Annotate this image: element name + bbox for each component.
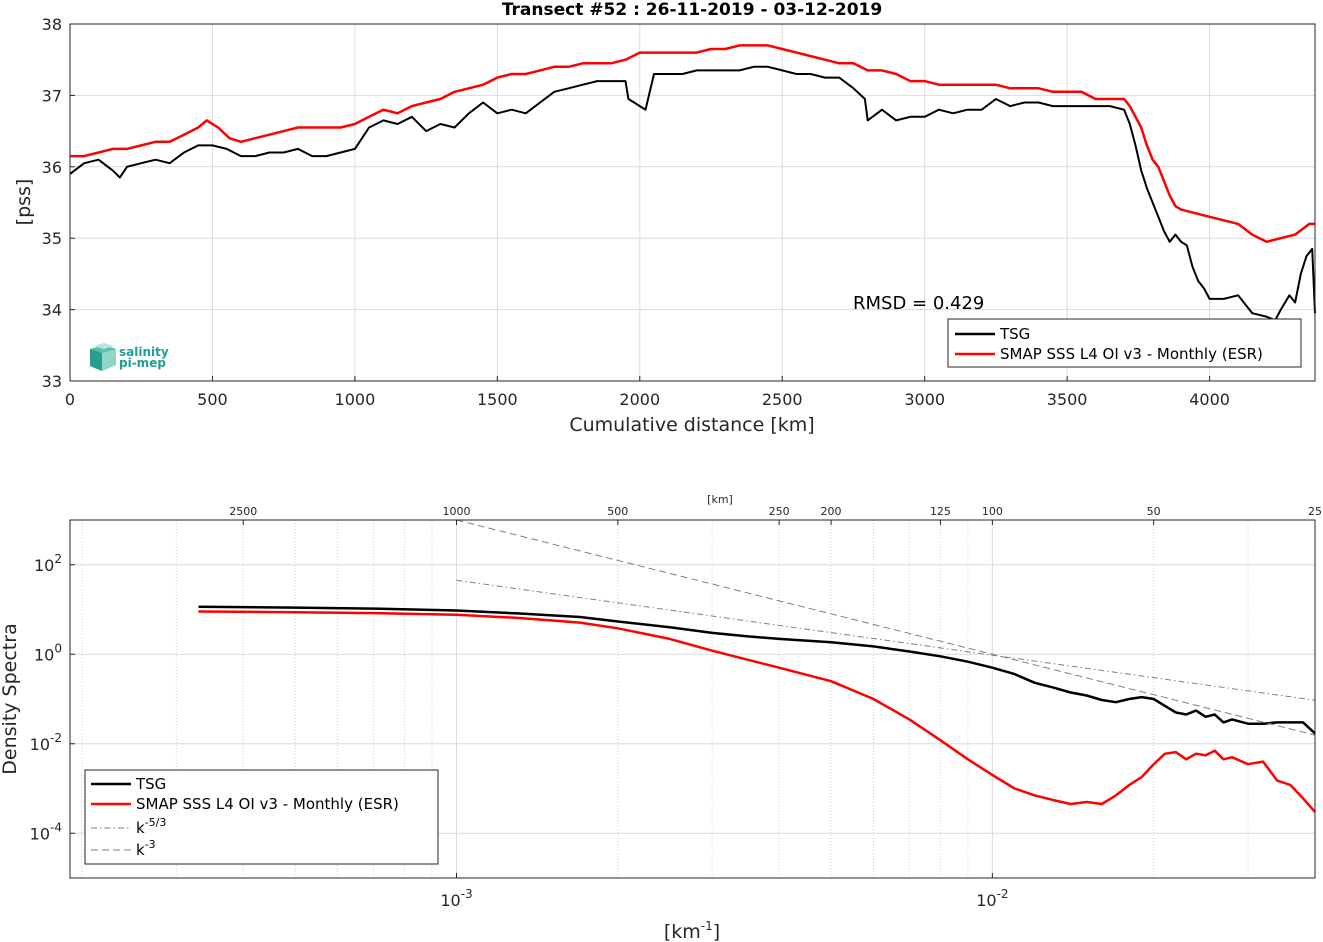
bottom-y-tick-label: 10-2	[30, 731, 62, 754]
top-chart-title: Transect #52 : 26-11-2019 - 03-12-2019	[502, 0, 882, 20]
top-y-tick-label: 33	[42, 372, 62, 391]
top-legend: TSG SMAP SSS L4 OI v3 - Monthly (ESR)	[947, 318, 1302, 368]
top-y-tick-label: 37	[42, 86, 62, 105]
bottom-plot-frame	[69, 519, 1316, 879]
top-plot-frame	[69, 23, 1316, 382]
bottom-x-axis-label: [km-1]	[664, 919, 720, 942]
top-legend-box	[947, 318, 1302, 368]
top-x-tick-label: 4000	[1189, 390, 1230, 409]
top-x-tick-label: 3000	[904, 390, 945, 409]
top-x-tick-label: 2000	[619, 390, 660, 409]
bottom-top-tick-label: 100	[982, 505, 1003, 518]
bottom-y-tick-label: 100	[34, 641, 62, 664]
tsg-spectrum-line	[198, 605, 1316, 735]
k53-reference-line	[456, 579, 1316, 701]
top-y-tick-label: 38	[42, 15, 62, 34]
k3-reference-line	[456, 519, 1316, 736]
bottom-series-lines	[198, 519, 1316, 813]
logo-cube-icon	[90, 343, 116, 371]
transect-salinity-plot: Transect #52 : 26-11-2019 - 03-12-2019 0…	[13, 0, 1316, 436]
top-y-axis-label: [pss]	[13, 179, 35, 226]
tsg-series-line	[69, 65, 1316, 322]
top-legend-label-tsg: TSG	[999, 325, 1030, 343]
top-y-tick-label: 34	[42, 301, 62, 320]
bottom-tick-labels: 10-4 10-2 100 102 10-3 10-2 2500 1000 500 250 200 1…	[30, 505, 1322, 910]
bottom-top-axis-label: [km]	[707, 493, 733, 506]
bottom-y-tick-label: 102	[34, 552, 62, 575]
top-y-tick-label: 35	[42, 229, 62, 248]
bottom-legend-label-smap: SMAP SSS L4 OI v3 - Monthly (ESR)	[136, 795, 399, 813]
top-x-tick-label: 500	[197, 390, 228, 409]
density-spectra-plot: 10-4 10-2 100 102 10-3 10-2 2500 1000 500 250 200 1…	[0, 493, 1322, 942]
bottom-top-tick-label: 250	[769, 505, 790, 518]
bottom-top-tick-label: 125	[930, 505, 951, 518]
logo-text-line1: salinity	[119, 345, 169, 359]
bottom-x-tick-label: 10-2	[976, 887, 1008, 910]
bottom-top-tick-label: 2500	[229, 505, 257, 518]
bottom-top-tick-label: 500	[607, 505, 628, 518]
smap-series-line	[70, 44, 1315, 244]
rmsd-annotation: RMSD = 0.429	[853, 293, 984, 314]
bottom-legend-label-tsg: TSG	[135, 775, 166, 793]
bottom-top-tick-label: 1000	[442, 505, 470, 518]
bottom-y-tick-label: 10-4	[30, 820, 62, 843]
top-x-tick-label: 2500	[762, 390, 803, 409]
top-legend-label-smap: SMAP SSS L4 OI v3 - Monthly (ESR)	[1000, 345, 1263, 363]
bottom-top-tick-label: 25	[1308, 505, 1322, 518]
top-series-lines	[69, 44, 1316, 322]
bottom-legend-box	[84, 769, 439, 865]
top-x-axis-label: Cumulative distance [km]	[569, 414, 814, 436]
bottom-legend-label-k3: k-3	[136, 838, 156, 859]
top-tick-labels: 0 500 1000 1500 2000 2500 3000 3500 4000 33 34 35 36…	[42, 15, 1230, 409]
top-y-tick-label: 36	[42, 158, 62, 177]
bottom-top-tick-label: 200	[821, 505, 842, 518]
top-x-tick-label: 1000	[335, 390, 376, 409]
smap-spectrum-line	[198, 610, 1316, 813]
bottom-legend-label-k53: k-5/3	[136, 816, 166, 837]
salinity-pi-mep-logo: salinity pi-mep	[90, 343, 169, 371]
top-x-tick-label: 1500	[477, 390, 518, 409]
logo-text-line2: pi-mep	[119, 356, 166, 370]
top-x-tick-label: 0	[65, 390, 75, 409]
bottom-legend: TSG SMAP SSS L4 OI v3 - Monthly (ESR) k-…	[84, 769, 439, 865]
bottom-x-tick-label: 10-3	[440, 887, 472, 910]
bottom-top-tick-label: 50	[1147, 505, 1161, 518]
top-x-tick-label: 3500	[1047, 390, 1088, 409]
bottom-y-axis-label: Density Spectra	[0, 623, 21, 774]
